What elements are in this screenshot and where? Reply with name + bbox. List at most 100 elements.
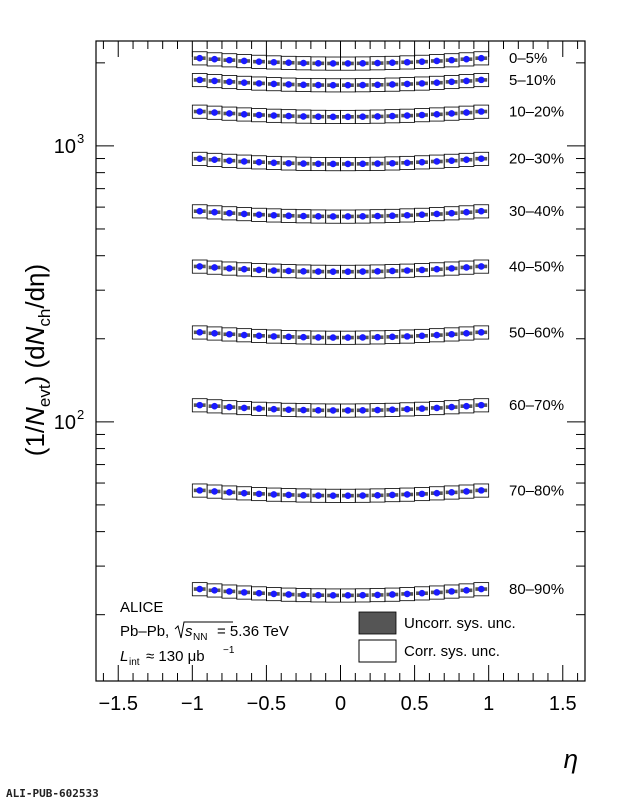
data-point xyxy=(314,81,322,89)
x-tick-label: −1.5 xyxy=(98,693,137,715)
series-labels: 0–5% 5–10% 10–20% 20–30% 30–40% 40–50% 50–60% 6… xyxy=(509,50,564,598)
data-point xyxy=(211,488,218,495)
data-point xyxy=(196,328,204,336)
data-point xyxy=(329,81,337,89)
lumi-value: ≈ 130 μb xyxy=(146,648,205,665)
data-point xyxy=(329,160,337,168)
data-point xyxy=(344,113,352,121)
data-point xyxy=(359,60,367,67)
data-point xyxy=(314,492,322,499)
data-point xyxy=(314,406,322,414)
data-point xyxy=(300,212,307,220)
data-point xyxy=(463,55,470,63)
data-point xyxy=(418,589,426,597)
y-tick-label-exponent: 2 xyxy=(77,407,84,422)
data-point xyxy=(255,58,263,65)
data-point xyxy=(344,492,352,499)
data-point xyxy=(374,333,381,341)
data-point xyxy=(359,334,367,341)
publication-id: ALI-PUB-602533 xyxy=(6,787,99,800)
corr-sys-box xyxy=(473,104,490,119)
data-point xyxy=(448,489,455,496)
data-point xyxy=(477,76,485,84)
series-label: 40–50% xyxy=(509,258,564,275)
data-point xyxy=(314,268,322,275)
data-point xyxy=(403,112,411,119)
data-point xyxy=(403,590,411,598)
legend-corr-label: Corr. sys. unc. xyxy=(404,643,500,660)
data-point xyxy=(477,328,485,336)
data-point xyxy=(448,265,455,272)
data-point xyxy=(463,330,470,337)
x-tick-label: 0 xyxy=(335,693,346,715)
data-point xyxy=(359,113,367,120)
data-point xyxy=(240,404,248,412)
data-point xyxy=(403,211,411,219)
data-point xyxy=(403,159,411,167)
data-point xyxy=(463,488,470,495)
data-point xyxy=(463,109,470,116)
data-point xyxy=(255,211,263,218)
series-label: 70–80% xyxy=(509,482,564,499)
legend-uncorr-swatch xyxy=(358,611,397,635)
data-point xyxy=(403,333,411,340)
data-point xyxy=(285,267,292,275)
data-point xyxy=(359,591,367,599)
data-point xyxy=(240,589,248,596)
data-point xyxy=(211,109,218,116)
data-point xyxy=(448,330,455,338)
data-point xyxy=(403,267,411,274)
data-point xyxy=(433,589,441,596)
legend-corr-swatch xyxy=(358,639,397,663)
y-tick-label: 10 xyxy=(54,412,76,434)
data-point xyxy=(211,55,218,63)
data-point xyxy=(285,491,292,499)
data-point xyxy=(226,110,233,117)
data-point xyxy=(374,81,381,89)
data-point xyxy=(418,405,426,412)
data-point xyxy=(196,207,204,215)
corr-sys-box xyxy=(473,259,490,274)
data-point xyxy=(433,110,441,118)
data-point xyxy=(389,212,396,220)
x-tick-label: 1.5 xyxy=(549,693,577,715)
data-point xyxy=(389,591,396,598)
series-label: 50–60% xyxy=(509,324,564,341)
data-point xyxy=(329,407,337,414)
data-point xyxy=(344,268,352,275)
luminosity-label: L int ≈ 130 μb −1 xyxy=(120,645,235,668)
data-point xyxy=(300,491,307,499)
data-point xyxy=(285,159,292,167)
data-point xyxy=(255,490,263,498)
data-point xyxy=(226,209,233,217)
lumi-exponent: −1 xyxy=(223,645,235,656)
x-tick-label: −1 xyxy=(181,693,204,715)
data-point xyxy=(477,155,485,162)
data-point xyxy=(211,330,218,337)
data-point xyxy=(344,160,352,168)
data-point xyxy=(477,207,485,215)
data-point xyxy=(463,586,470,594)
legend: Uncorr. sys. unc. Corr. sys. unc. xyxy=(358,611,516,663)
data-point xyxy=(300,59,307,67)
data-point xyxy=(463,264,470,271)
data-point xyxy=(255,80,263,87)
data-point xyxy=(433,57,441,65)
data-point xyxy=(314,213,322,220)
data-point xyxy=(418,58,426,65)
data-point xyxy=(329,60,337,67)
experiment-label: ALICE xyxy=(120,599,163,616)
data-point xyxy=(300,406,307,414)
data-point xyxy=(477,401,485,409)
system-label: Pb–Pb, s NN = 5.36 TeV xyxy=(120,621,289,643)
data-point xyxy=(270,333,278,340)
data-point xyxy=(359,160,367,168)
data-point xyxy=(389,333,396,341)
data-point xyxy=(329,492,337,499)
data-point xyxy=(314,60,322,67)
data-point xyxy=(240,57,248,65)
data-point xyxy=(226,157,233,164)
data-point xyxy=(285,112,292,120)
data-point xyxy=(196,76,204,84)
lumi-symbol: L xyxy=(120,648,128,665)
